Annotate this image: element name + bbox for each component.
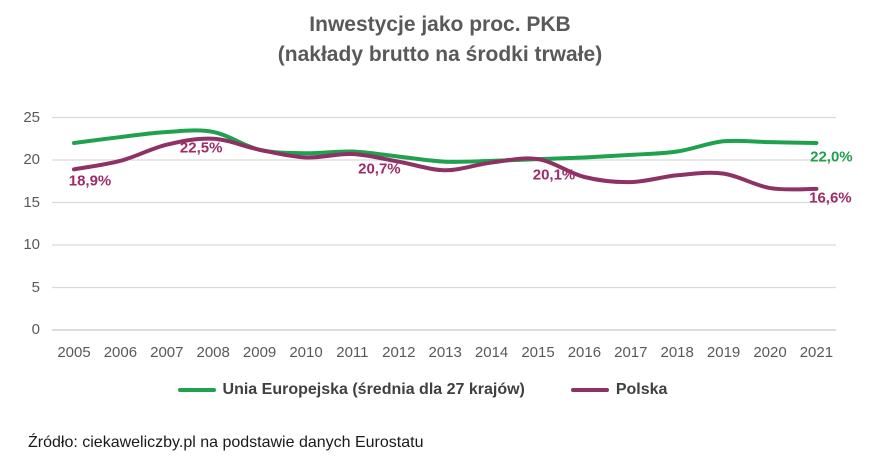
series-line-eu [72,128,819,164]
x-tick-label-2009: 2009 [242,344,277,361]
y-tick-label-10: 10 [23,236,40,253]
x-tick-label-2006: 2006 [103,344,138,361]
y-tick-label-15: 15 [23,193,40,211]
x-tick-label-2019: 2019 [706,344,741,361]
x-tick-label-2021: 2021 [799,344,834,361]
legend: Unia Europejska (średnia dla 27 krajów) P… [0,381,845,399]
y-tick-label-20: 20 [23,151,40,168]
x-tick-label-2020: 2020 [753,344,787,361]
legend-label-eu: Unia Europejska (średnia dla 27 krajów) [222,381,525,398]
chart-title-block: Inwestycje jako proc. PKB (nakłady brutt… [0,10,880,70]
data-label-pl-2005: 18,9% [68,172,112,190]
x-tick-label-2007: 2007 [150,344,184,361]
x-tick-label-2010: 2010 [289,344,323,361]
y-tick-label-0: 0 [31,321,40,338]
legend-item-pl: Polska [570,381,668,399]
x-tick-label-2013: 2013 [428,344,462,361]
x-tick-label-2016: 2016 [567,344,602,361]
x-tick-label-2014: 2014 [474,344,509,361]
source-text: Źródło: ciekaweliczby.pl na podstawie da… [28,434,424,451]
x-tick-label-2012: 2012 [382,344,416,361]
legend-label-pl: Polska [615,381,668,398]
legend-marker-eu-icon [177,388,216,392]
data-label-pl-2011: 20,7% [358,160,401,178]
x-tick-label-2005: 2005 [57,344,91,361]
series-line-pl [72,136,819,192]
data-label-eu-2021: 22,0% [810,148,853,166]
legend-marker-pl-icon [570,388,609,392]
y-tick-label-5: 5 [31,278,40,296]
data-label-pl-2008: 22,5% [179,139,223,157]
x-tick-label-2017: 2017 [614,344,648,361]
data-label-pl-2015: 20,1% [532,166,576,184]
chart-subtitle: (nakłady brutto na środki trwałe) [277,43,603,66]
data-label-pl-2021: 16,6% [809,189,852,207]
x-tick-label-2011: 2011 [336,344,369,361]
y-tick-label-25: 25 [23,108,40,126]
x-tick-label-2008: 2008 [196,344,230,361]
x-tick-label-2018: 2018 [660,344,694,361]
x-tick-label-2015: 2015 [521,344,555,361]
legend-item-eu: Unia Europejska (średnia dla 27 krajów) [177,381,525,399]
chart-title: Inwestycje jako proc. PKB [309,13,571,36]
